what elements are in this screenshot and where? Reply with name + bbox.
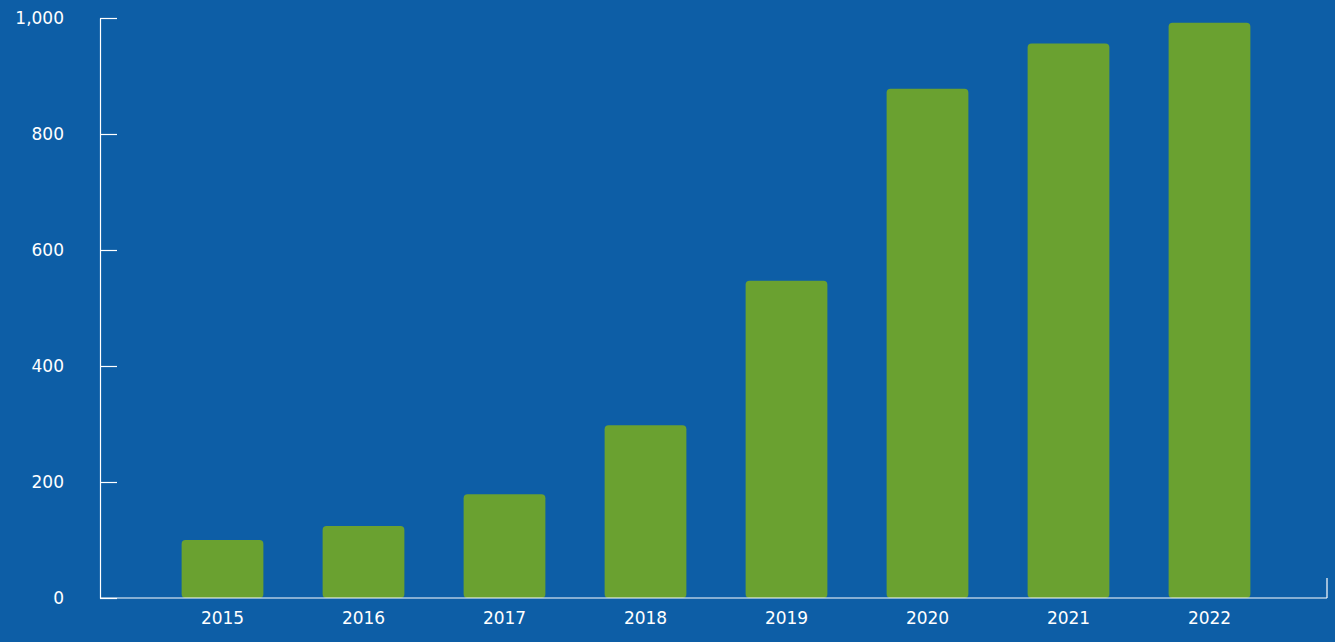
y-axis: 0 200 400 600 800 1,000: [15, 8, 117, 608]
x-tick: 2018: [624, 608, 667, 628]
y-tick: 800: [32, 124, 117, 144]
chart: 02004006008001,0002015201620172018201920…: [0, 0, 1335, 642]
bar: [323, 526, 405, 598]
y-tick-label: 1,000: [15, 8, 64, 28]
y-tick-mark: [100, 18, 117, 19]
x-tick: 2019: [765, 608, 808, 628]
y-tick-mark: [100, 134, 117, 135]
x-tick: 2015: [201, 608, 244, 628]
x-tick-label: 2022: [1188, 608, 1231, 628]
bar: [605, 425, 687, 598]
y-tick-label: 600: [32, 240, 64, 260]
y-tick-label: 800: [32, 124, 64, 144]
x-tick-label: 2018: [624, 608, 667, 628]
bar: [746, 281, 828, 598]
x-tick-label: 2019: [765, 608, 808, 628]
x-axis-line: [100, 597, 1327, 598]
y-axis-line: [100, 19, 101, 599]
y-tick: 1,000: [15, 8, 117, 28]
x-axis-end: [1326, 578, 1327, 598]
bar: [464, 494, 546, 598]
x-tick-label: 2015: [201, 608, 244, 628]
y-tick-label: 400: [32, 356, 64, 376]
x-axis: 2015 2016 2017 2018 2019 2020 2021 2022: [201, 608, 1231, 628]
x-tick: 2017: [483, 608, 526, 628]
x-tick: 2016: [342, 608, 385, 628]
x-tick-label: 2016: [342, 608, 385, 628]
x-tick-label: 2017: [483, 608, 526, 628]
bar: [1169, 23, 1251, 598]
x-tick: 2020: [906, 608, 949, 628]
y-tick: 600: [32, 240, 117, 260]
y-tick-mark: [100, 366, 117, 367]
y-tick: 400: [32, 356, 117, 376]
x-tick: 2021: [1047, 608, 1090, 628]
x-tick-label: 2020: [906, 608, 949, 628]
bars: [182, 23, 1251, 598]
bar: [887, 89, 969, 598]
y-tick-label: 0: [53, 588, 64, 608]
background: [0, 0, 1335, 642]
x-tick: 2022: [1188, 608, 1231, 628]
x-tick-label: 2021: [1047, 608, 1090, 628]
y-tick-mark: [100, 482, 117, 483]
bar: [1028, 44, 1110, 598]
y-tick-mark: [100, 250, 117, 251]
bar: [182, 540, 264, 598]
y-tick: 200: [32, 472, 117, 492]
y-tick-label: 200: [32, 472, 64, 492]
